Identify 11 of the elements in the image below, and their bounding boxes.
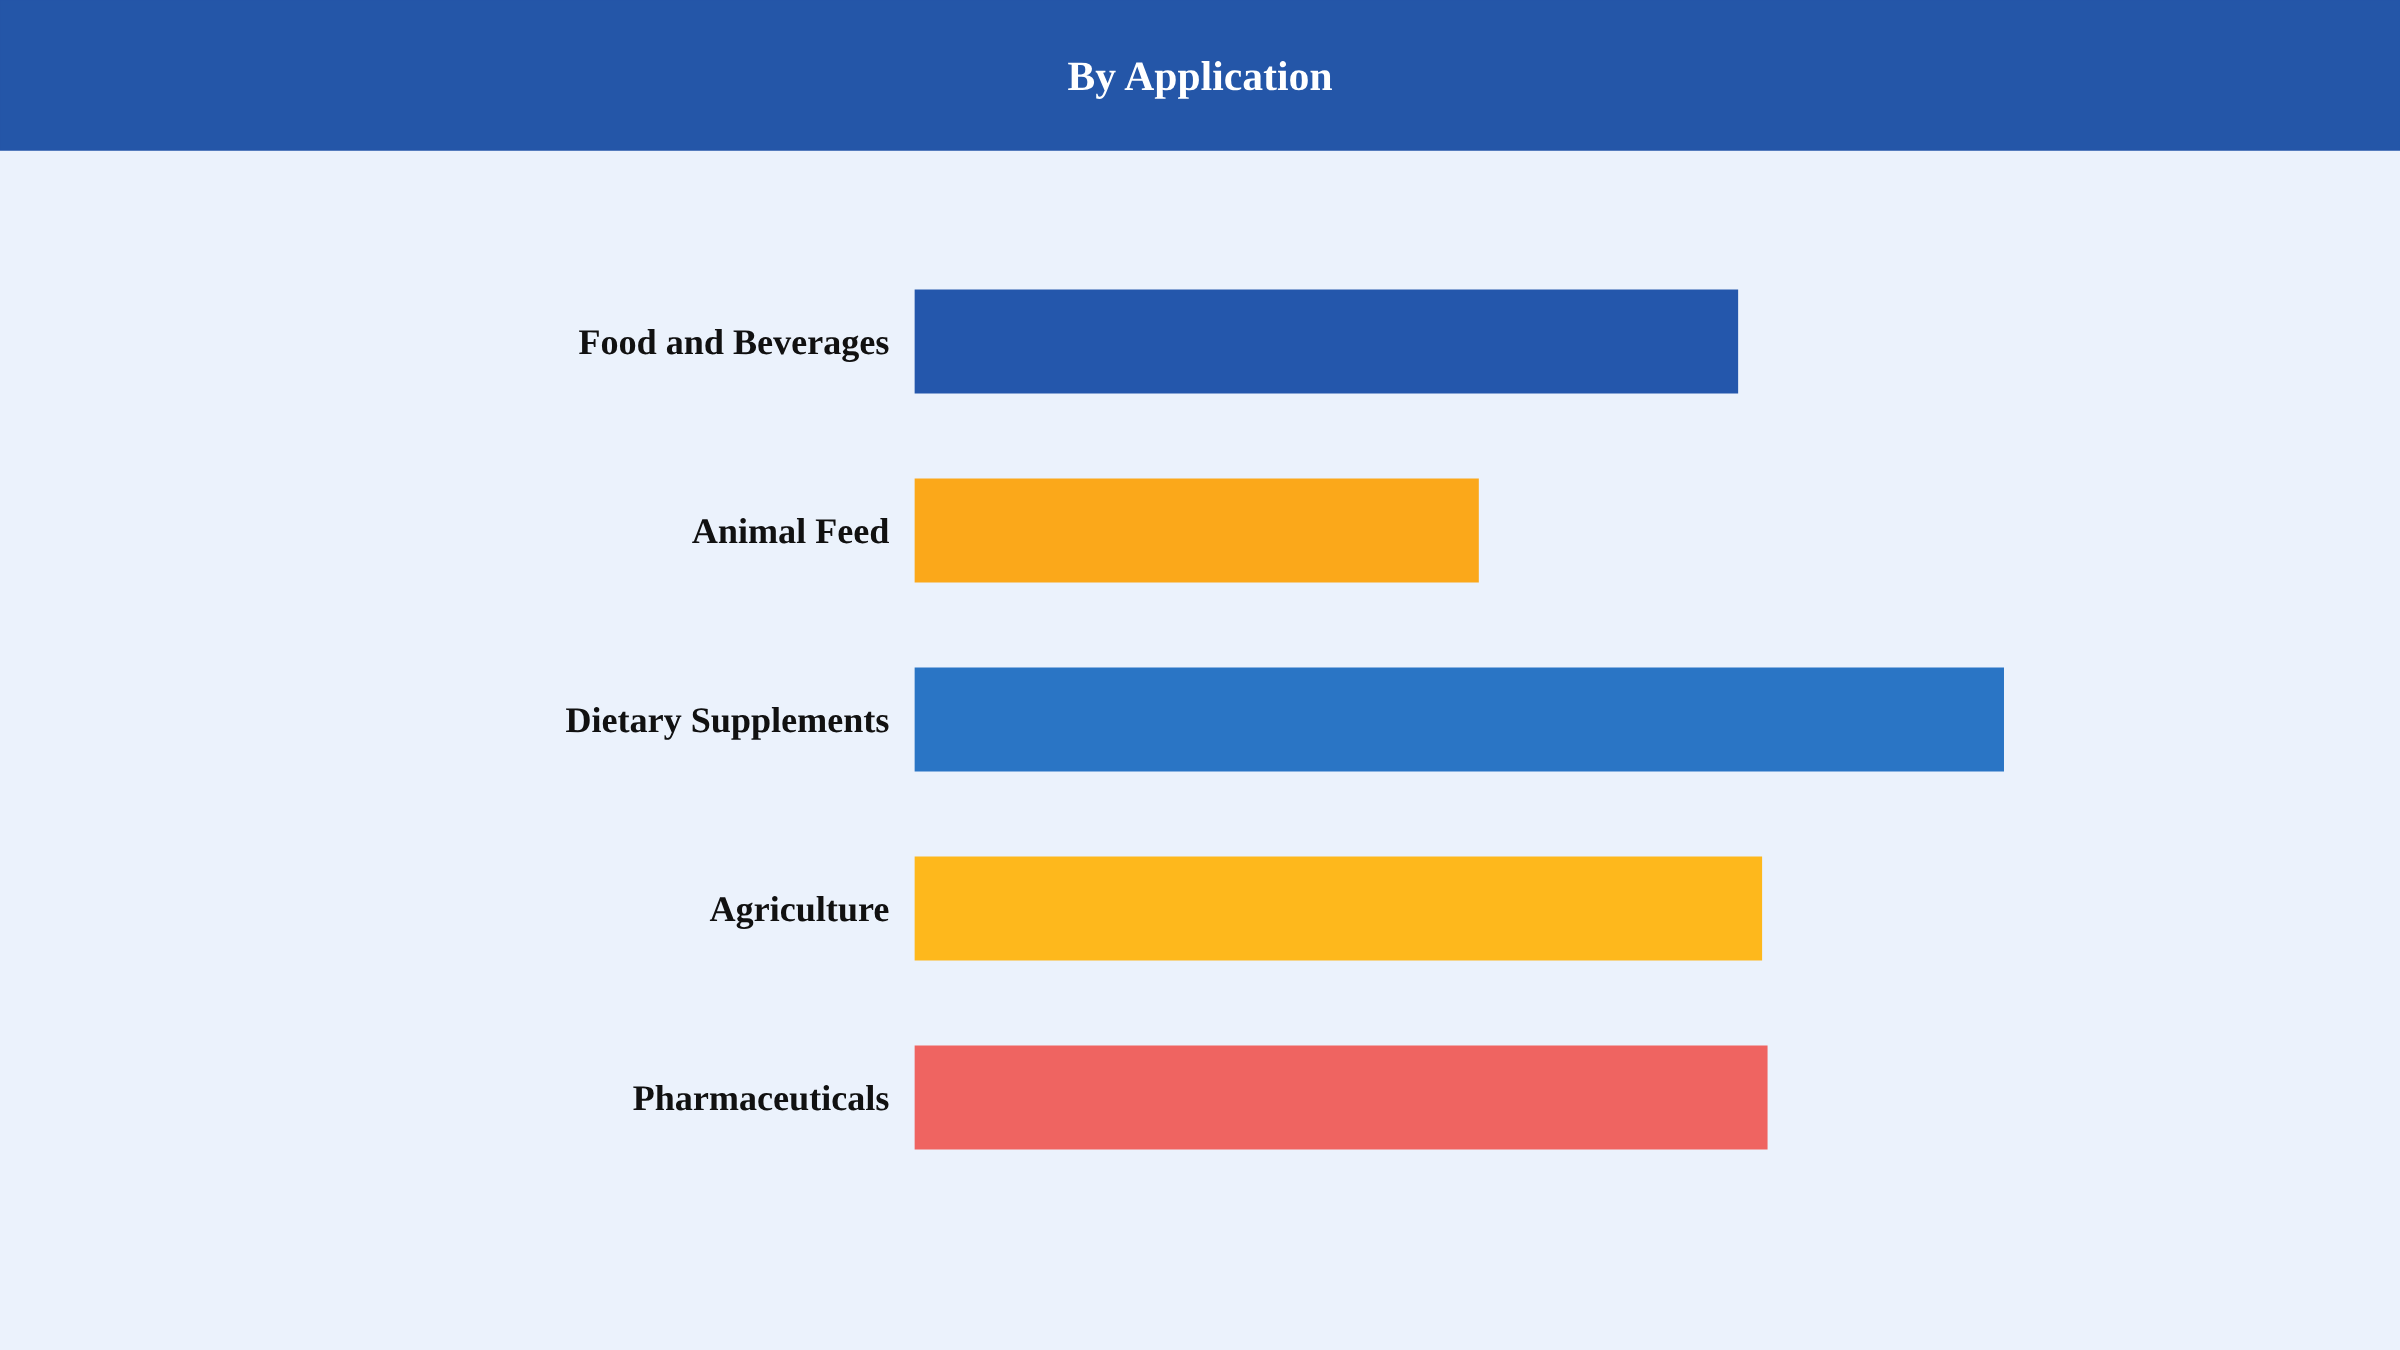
bar [914,1045,1768,1150]
y-tick-label: Animal Feed [692,518,889,544]
bar [914,667,2004,772]
y-tick-label: Agriculture [709,896,889,930]
bar [914,478,1479,583]
bar [914,856,1763,961]
bar [914,289,1739,394]
chart-title: By Application [1068,61,1332,99]
y-tick-label: Food and Beverages [579,329,889,363]
y-tick-label: Pharmaceuticals [633,1085,889,1111]
y-tick-label: Dietary Supplements [566,707,889,740]
